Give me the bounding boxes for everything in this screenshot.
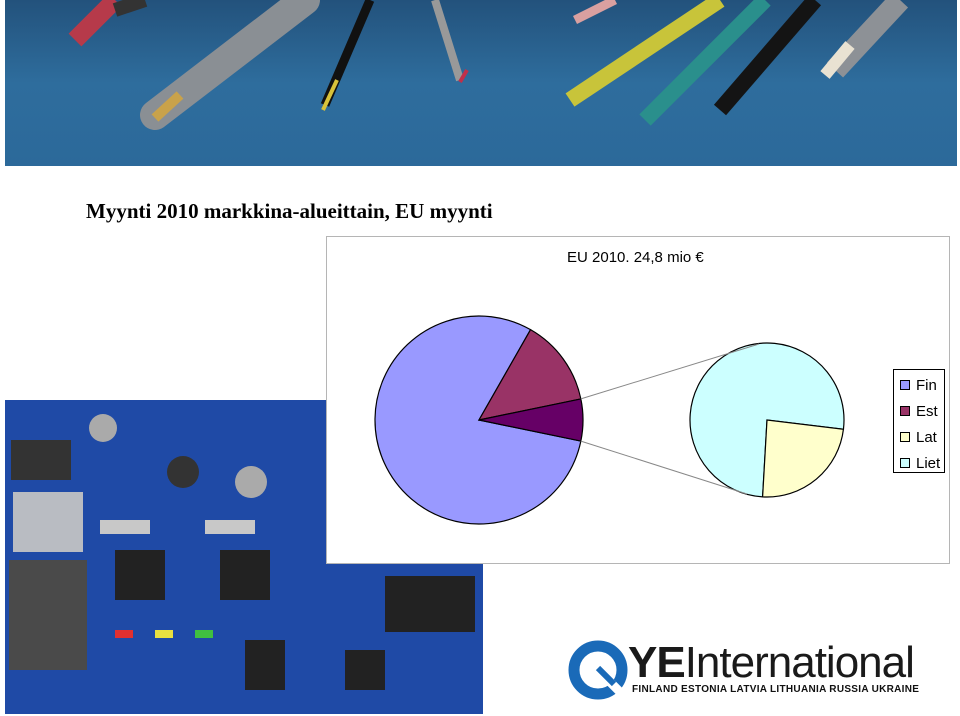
ye-international-logo: YEInternational FINLAND ESTONIA LATVIA L…: [566, 638, 946, 700]
pie-of-pie-chart: [374, 315, 845, 525]
pie-slice-fin: [374, 315, 582, 525]
pie-slice-lat: [761, 419, 845, 498]
cables-illustration: [5, 0, 957, 166]
logo-wordmark-bold: YE: [628, 638, 686, 687]
legend-item-liet: Liet: [900, 452, 940, 474]
legend-label-est: Est: [916, 402, 938, 420]
ye-logo-mark-icon: [568, 640, 628, 700]
pie-slice-est: [477, 328, 582, 421]
legend-item-lat: Lat: [900, 426, 937, 448]
legend-swatch-liet: [900, 458, 910, 468]
chart-title: EU 2010. 24,8 mio €: [567, 249, 704, 266]
cable-banner-photo: [5, 0, 957, 166]
legend-swatch-est: [900, 406, 910, 416]
connector-line-bottom: [580, 440, 748, 495]
logo-wordmark-rest: International: [684, 638, 915, 687]
legend-swatch-fin: [900, 380, 910, 390]
legend-label-lat: Lat: [916, 428, 937, 446]
legend-item-est: Est: [900, 400, 938, 422]
logo-wordmark: YEInternational: [628, 638, 915, 688]
pie-slice-other: [478, 398, 584, 442]
slide-title: Myynti 2010 markkina-alueittain, EU myyn…: [86, 199, 493, 223]
legend-swatch-lat: [900, 432, 910, 442]
legend-label-liet: Liet: [916, 454, 941, 472]
legend-item-fin: Fin: [900, 374, 937, 396]
chart-area: EU 2010. 24,8 mio € Fin Est Lat Liet: [326, 236, 950, 564]
logo-countries: FINLAND ESTONIA LATVIA LITHUANIA RUSSIA …: [632, 684, 920, 695]
connector-line-top: [580, 343, 760, 400]
legend-label-fin: Fin: [916, 376, 937, 394]
chart-legend: Fin Est Lat Liet: [893, 369, 945, 473]
